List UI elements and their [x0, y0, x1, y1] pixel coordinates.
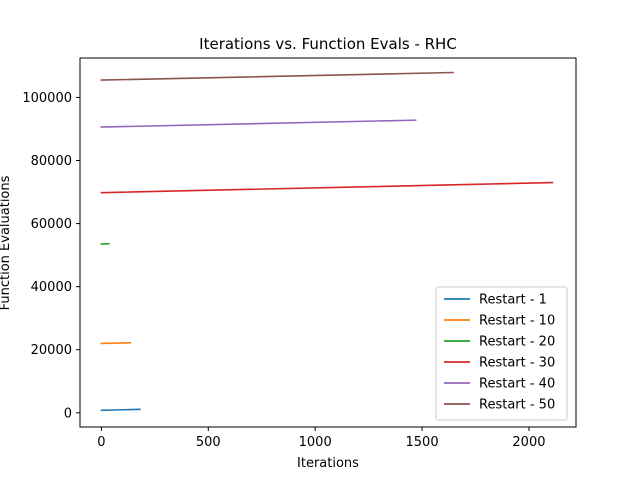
- y-tick-label: 20000: [31, 343, 72, 358]
- y-tick-label: 80000: [31, 154, 72, 169]
- x-tick-label: 2000: [512, 435, 545, 450]
- series-line-2: [101, 343, 130, 344]
- chart-title: Iterations vs. Function Evals - RHC: [199, 35, 457, 53]
- series-line-1: [101, 409, 139, 410]
- legend-entry-6: Restart - 50: [479, 398, 555, 413]
- y-tick-label: 60000: [31, 217, 72, 232]
- y-tick-label: 0: [64, 406, 72, 421]
- series-line-4: [101, 183, 552, 193]
- y-tick-label: 40000: [31, 280, 72, 295]
- y-axis-label: Function Evaluations: [0, 175, 13, 310]
- y-tick-label: 100000: [22, 91, 72, 106]
- x-axis-label: Iterations: [297, 456, 359, 471]
- legend: Restart - 1 Restart - 10 Restart - 20 Resta…: [436, 287, 567, 420]
- x-tick-label: 500: [196, 435, 221, 450]
- x-tick-label: 1500: [406, 435, 439, 450]
- x-tick-label: 1000: [299, 435, 332, 450]
- legend-entry-2: Restart - 10: [479, 314, 555, 329]
- legend-entry-4: Restart - 30: [479, 356, 555, 371]
- legend-entry-5: Restart - 40: [479, 377, 555, 392]
- legend-entry-3: Restart - 20: [479, 335, 555, 350]
- series-line-5: [101, 120, 415, 127]
- series-line-6: [101, 73, 453, 81]
- x-tick-label: 0: [97, 435, 105, 450]
- legend-entry-1: Restart - 1: [479, 293, 547, 308]
